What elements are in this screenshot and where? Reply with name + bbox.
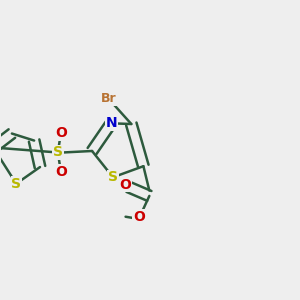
Text: O: O [55,165,67,179]
Text: S: S [108,170,118,184]
Text: S: S [53,146,63,160]
Text: O: O [119,178,131,192]
Text: S: S [11,177,21,191]
Text: N: N [105,116,117,130]
Text: O: O [55,126,67,140]
Text: O: O [133,210,145,224]
Text: Br: Br [101,92,117,105]
